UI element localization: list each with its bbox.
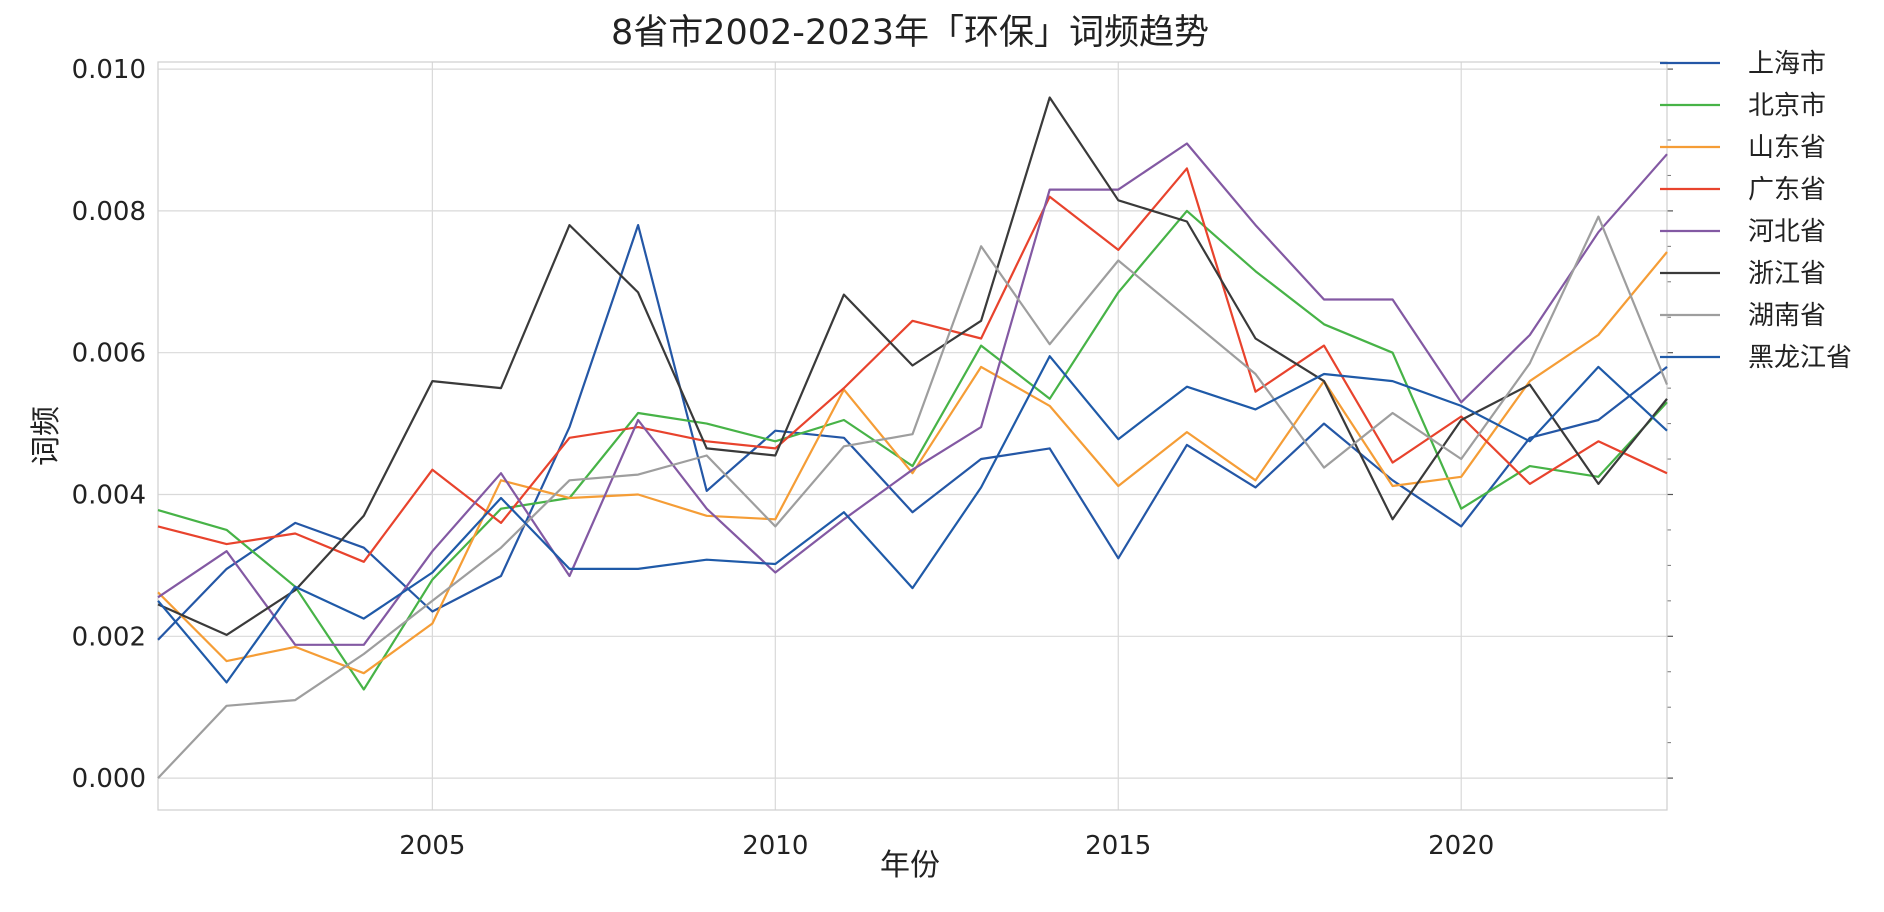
y-tick-label: 0.004 bbox=[72, 480, 146, 510]
y-tick-label: 0.000 bbox=[72, 764, 146, 794]
series-line-7 bbox=[157, 355, 1668, 684]
series-lines bbox=[157, 96, 1669, 779]
series-line-2 bbox=[157, 251, 1668, 675]
x-tick-label: 2005 bbox=[399, 831, 465, 861]
series-line-3 bbox=[157, 167, 1668, 563]
y-tick-label: 0.008 bbox=[72, 197, 146, 227]
legend-label-0: 上海市 bbox=[1748, 49, 1826, 79]
gridlines bbox=[158, 62, 1673, 810]
legend-label-7: 黑龙江省 bbox=[1748, 343, 1852, 373]
legend-label-6: 湖南省 bbox=[1748, 301, 1826, 331]
tick-labels: 2005 2010 2015 2020 0.000 0.002 0.004 0.006 0.00… bbox=[72, 55, 1495, 861]
x-axis-label: 年份 bbox=[880, 848, 940, 883]
legend-label-4: 河北省 bbox=[1748, 217, 1826, 247]
series-line-6 bbox=[157, 215, 1669, 779]
x-tick-label: 2020 bbox=[1428, 831, 1494, 861]
legend-label-3: 广东省 bbox=[1748, 175, 1826, 205]
series-line-5 bbox=[157, 96, 1668, 637]
chart-title: 8省市2002-2023年「环保」词频趋势 bbox=[611, 13, 1209, 53]
legend-label-1: 北京市 bbox=[1748, 91, 1826, 121]
x-tick-label: 2010 bbox=[742, 831, 808, 861]
series-line-4 bbox=[157, 142, 1668, 646]
y-axis-label: 词频 bbox=[29, 406, 64, 466]
x-tick-label: 2015 bbox=[1085, 831, 1151, 861]
legend-label-2: 山东省 bbox=[1748, 133, 1826, 163]
y-tick-label: 0.002 bbox=[72, 622, 146, 652]
y-tick-label: 0.010 bbox=[72, 55, 146, 85]
legend-label-5: 浙江省 bbox=[1748, 259, 1826, 289]
series-line-0 bbox=[157, 224, 1668, 641]
plot-frame bbox=[157, 61, 1668, 811]
series-line-1 bbox=[157, 209, 1668, 691]
y-tick-label: 0.006 bbox=[72, 339, 146, 369]
